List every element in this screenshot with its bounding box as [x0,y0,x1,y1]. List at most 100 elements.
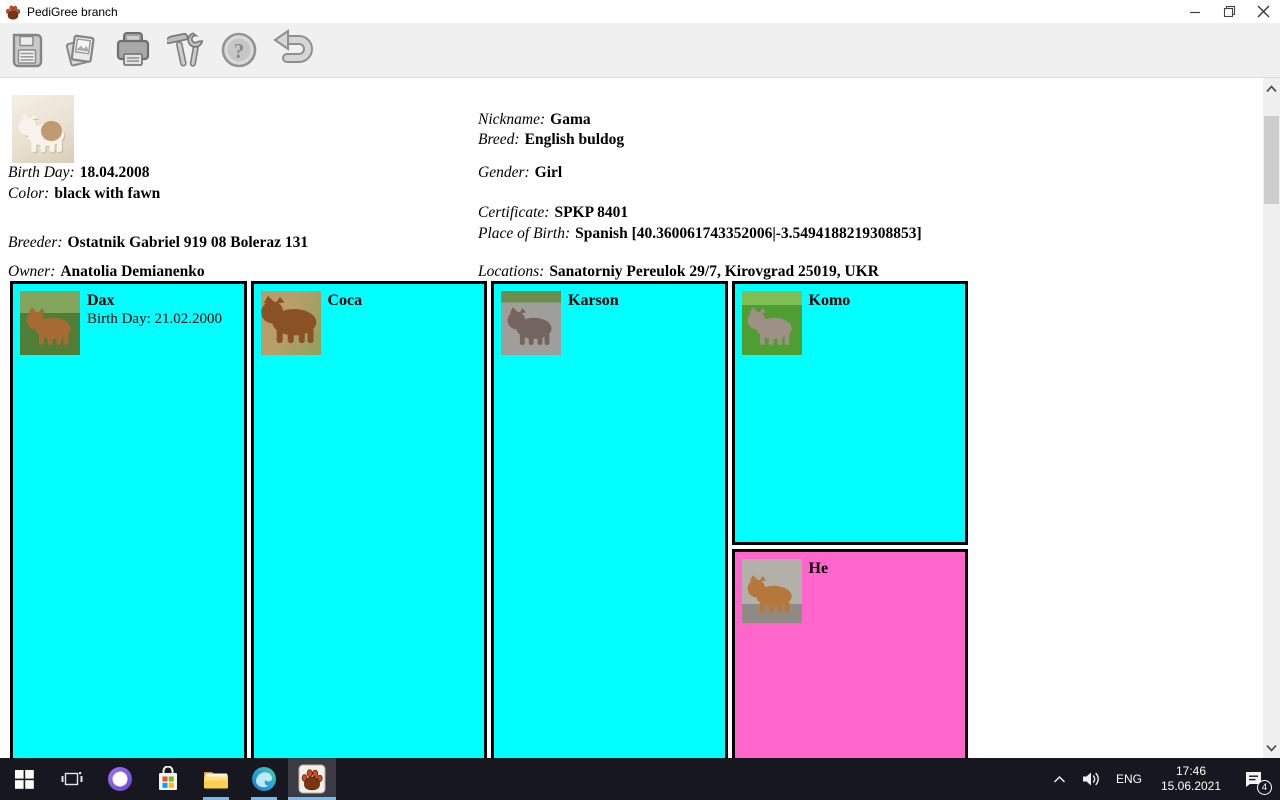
images-icon [65,34,95,67]
breed-value: English buldog [524,131,625,148]
images-button[interactable] [59,27,101,73]
open-app-indicator [203,797,229,800]
tools-icon [167,32,204,67]
restore-icon [1223,5,1235,18]
taskbar: ENG 17:46 15.06.2021 4 [0,758,1280,800]
field-color: Color: black with fawn [8,185,160,203]
undo-button[interactable] [271,27,313,73]
cortana-icon [108,767,132,791]
store-button[interactable] [144,758,192,800]
close-icon [1257,5,1269,18]
coca-photo [260,291,321,355]
pedigree-grid: Dax Birth Day: 21.02.2000 Coca [10,281,968,758]
speaker-icon [1083,772,1099,786]
pedigree-dog-birth: Birth Day: 21.02.2000 [87,311,222,327]
breed-label: Breed: [478,131,520,148]
scroll-up-button[interactable] [1263,80,1280,97]
help-button[interactable]: ? [218,27,260,73]
nickname-label: Nickname: [478,111,546,128]
restore-button[interactable] [1212,0,1246,23]
pedigree-app-icon [298,764,326,794]
system-tray: ENG 17:46 15.06.2021 4 [1044,758,1280,800]
field-certificate: Certificate: SPKP 8401 [478,204,628,222]
save-icon [12,33,43,68]
pedigree-dog-name: He [808,560,829,577]
pedigree-app-button[interactable] [288,758,336,800]
window-title: PediGree branch [27,4,118,19]
pedigree-box-coca[interactable]: Coca [250,281,487,758]
certificate-value: SPKP 8401 [554,204,629,221]
owner-value: Anatolia Demianenko [60,263,205,280]
volume-button[interactable] [1074,758,1108,800]
color-value: black with fawn [54,185,161,202]
field-breed: Breed: English buldog [478,131,624,149]
print-icon [116,32,150,66]
main-dog-photo[interactable] [12,95,74,163]
main-area: Birth Day: 18.04.2008 Color: black with fa… [0,78,1280,758]
title-bar: PediGree branch [0,0,1280,23]
locations-label: Locations: [478,263,545,280]
close-button[interactable] [1246,0,1280,23]
field-gender: Gender: Girl [478,164,562,182]
dog-silhouette [745,569,798,620]
edge-icon [252,767,276,791]
tray-time: 17:46 [1175,764,1207,778]
scrollbar-thumb[interactable] [1264,116,1279,204]
chevron-down-icon [1266,744,1277,752]
save-button[interactable] [6,27,48,73]
start-button[interactable] [0,758,48,800]
pedigree-dog-name: Dax [87,292,115,309]
owner-label: Owner: [8,263,56,280]
birth-day-label: Birth Day: [8,164,75,181]
nickname-value: Gama [550,111,591,128]
field-place-of-birth: Place of Birth: Spanish [40.3600617433520… [478,224,988,244]
open-app-indicator [288,797,336,800]
locations-value: Sanatorniy Pereulok 29/7, Kirovgrad 2501… [549,263,879,280]
task-view-button[interactable] [48,758,96,800]
clock[interactable]: 17:46 15.06.2021 [1150,758,1232,800]
toolbar: ? [0,23,1280,78]
color-label: Color: [8,185,50,202]
birth-day-value: 18.04.2008 [79,164,150,181]
open-app-indicator [251,797,277,800]
gender-label: Gender: [478,164,530,181]
file-explorer-button[interactable] [192,758,240,800]
windows-logo-icon [14,769,34,789]
help-icon: ? [221,32,257,68]
svg-text:?: ? [234,39,245,63]
notification-icon [1245,772,1261,787]
karson-photo [501,291,561,355]
action-center-button[interactable]: 4 [1232,758,1274,800]
tray-date: 15.06.2021 [1160,779,1222,793]
pedigree-dog-name: Karson [568,292,619,309]
minimize-button[interactable] [1178,0,1212,23]
pedigree-box-komo[interactable]: Komo [731,281,968,545]
dax-photo [20,291,80,355]
field-breeder: Breeder: Ostatnik Gabriel 919 08 Boleraz … [8,234,308,252]
edge-button[interactable] [240,758,288,800]
dog-silhouette [745,301,798,352]
tools-button[interactable] [165,27,207,73]
certificate-label: Certificate: [478,204,550,221]
chevron-up-icon [1053,775,1065,783]
pedigree-box-dax[interactable]: Dax Birth Day: 21.02.2000 [10,281,247,758]
cortana-button[interactable] [96,758,144,800]
place-of-birth-value: Spanish [40.360061743352006|-3.549418821… [575,225,922,242]
pedigree-box-he[interactable]: He [731,549,968,758]
field-birth-day: Birth Day: 18.04.2008 [8,164,149,182]
he-photo [741,559,802,623]
file-explorer-icon [204,772,228,789]
scroll-down-button[interactable] [1263,739,1280,756]
language-indicator[interactable]: ENG [1115,772,1142,786]
pedigree-box-karson[interactable]: Karson [491,281,728,758]
tray-expand-button[interactable] [1044,758,1074,800]
place-of-birth-label: Place of Birth: [478,225,571,242]
chevron-up-icon [1266,84,1277,92]
minimize-icon [1190,11,1200,13]
vertical-scrollbar[interactable] [1263,78,1280,758]
dog-silhouette [24,301,77,352]
print-button[interactable] [112,27,154,73]
app-paw-icon [5,4,21,20]
komo-photo [741,291,802,355]
undo-icon [273,29,313,63]
